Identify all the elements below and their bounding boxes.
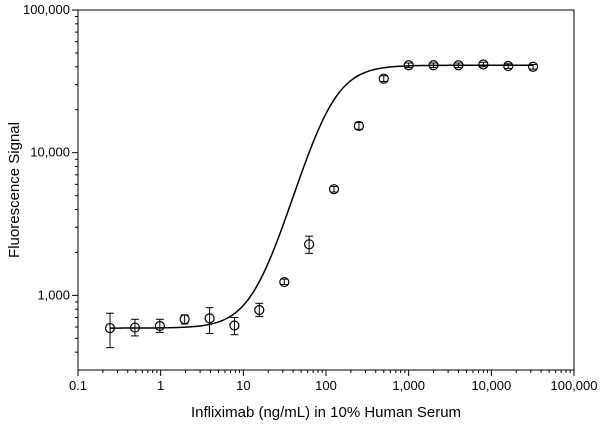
data-point: [254, 302, 265, 318]
point-marker: [229, 320, 240, 331]
data-point: [378, 73, 389, 84]
data-points: [104, 59, 539, 349]
y-tick-label: 10,000: [30, 145, 70, 160]
point-marker: [353, 120, 364, 132]
data-point: [129, 318, 141, 337]
point-marker: [129, 322, 141, 333]
data-point: [403, 60, 414, 71]
x-tick-label: 100,000: [551, 378, 598, 393]
point-marker: [304, 239, 315, 250]
data-point: [478, 59, 489, 70]
data-point: [104, 312, 116, 349]
point-marker: [279, 276, 290, 288]
x-axis: 0.1 1 10 100 1,000 10,000 100,000: [69, 370, 598, 393]
y-axis: 1,000 10,000 100,000: [23, 2, 78, 353]
point-marker: [204, 313, 215, 324]
point-marker: [378, 73, 389, 84]
x-axis-label: Infliximab (ng/mL) in 10% Human Serum: [191, 404, 461, 421]
data-point: [204, 307, 215, 335]
y-tick-label: 100,000: [23, 2, 70, 17]
data-point: [328, 184, 340, 195]
data-point: [279, 276, 290, 288]
x-tick-label: 10: [236, 378, 250, 393]
y-tick-label: 1,000: [37, 287, 70, 302]
point-marker: [328, 184, 340, 195]
point-marker: [179, 314, 190, 325]
data-point: [154, 318, 165, 333]
data-point: [527, 61, 539, 72]
point-marker: [254, 304, 265, 316]
data-point: [503, 60, 514, 72]
data-point: [304, 235, 315, 254]
data-point: [453, 60, 464, 71]
point-marker: [527, 61, 539, 72]
point-marker: [403, 60, 414, 71]
data-point: [179, 314, 190, 325]
data-point: [428, 60, 439, 71]
x-tick-label: 1: [157, 378, 164, 393]
point-marker: [428, 60, 439, 71]
x-tick-label: 0.1: [69, 378, 87, 393]
y-axis-label: Fluorescence Signal: [6, 122, 23, 258]
point-marker: [104, 322, 116, 334]
x-tick-label: 1,000: [392, 378, 425, 393]
plot-area-frame: [77, 9, 575, 371]
point-marker: [478, 59, 489, 70]
point-marker: [503, 60, 514, 72]
x-tick-label: 10,000: [471, 378, 511, 393]
data-point: [353, 120, 364, 132]
point-marker: [453, 60, 464, 71]
point-marker: [154, 320, 165, 332]
fit-curve: [110, 64, 534, 329]
x-tick-label: 100: [315, 378, 337, 393]
data-point: [229, 316, 240, 336]
